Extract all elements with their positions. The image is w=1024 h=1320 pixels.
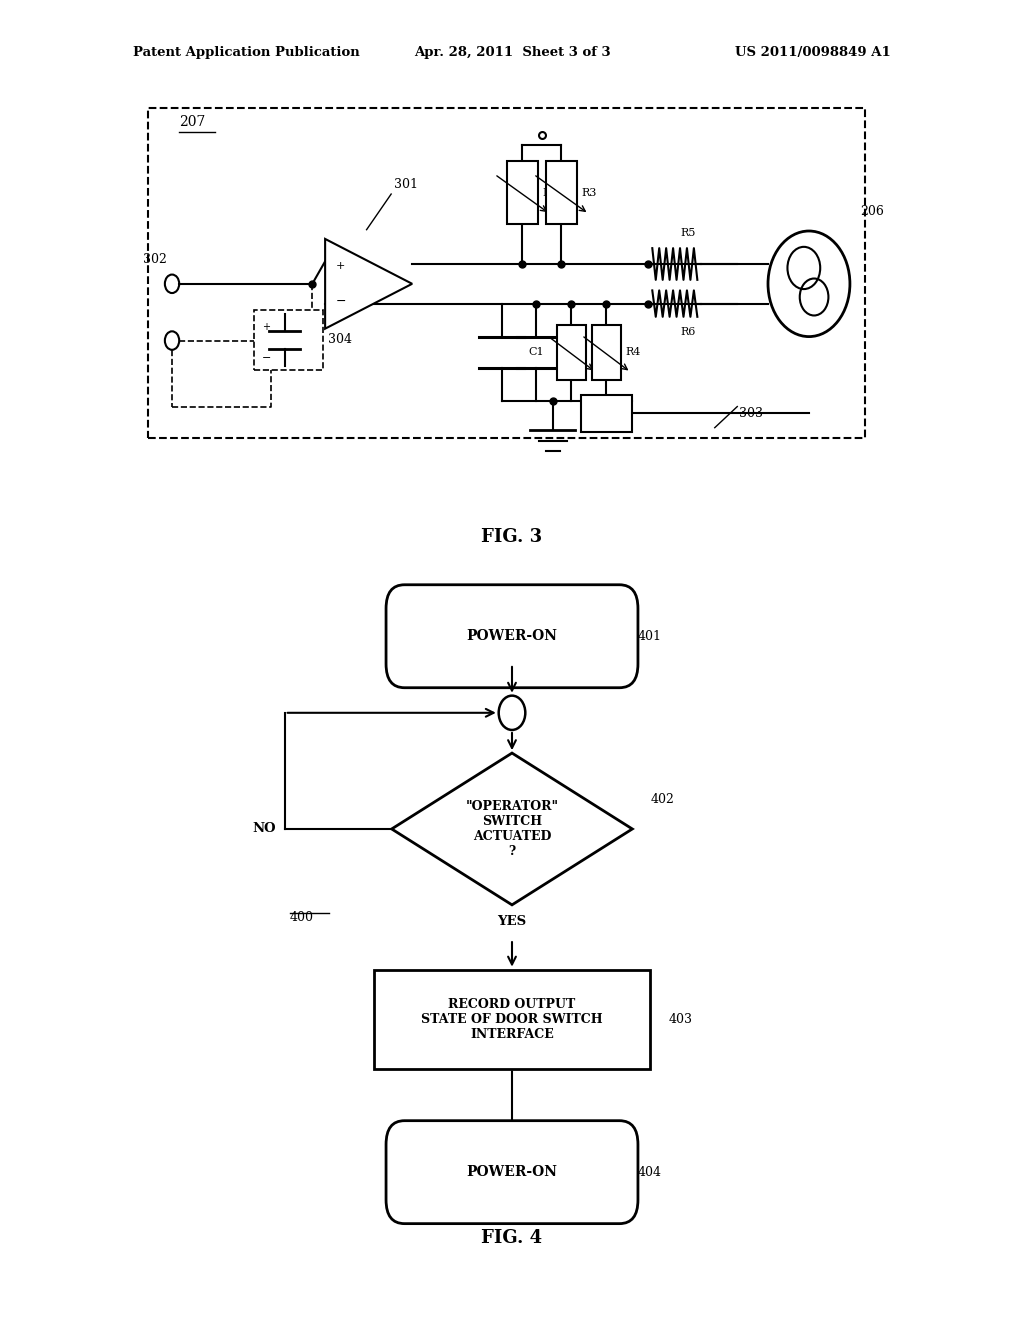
FancyBboxPatch shape xyxy=(386,1121,638,1224)
Text: C1: C1 xyxy=(528,347,544,358)
Text: RECORD OUTPUT
STATE OF DOOR SWITCH
INTERFACE: RECORD OUTPUT STATE OF DOOR SWITCH INTER… xyxy=(421,998,603,1040)
Text: R4: R4 xyxy=(626,347,641,358)
Polygon shape xyxy=(391,752,632,906)
Text: +: + xyxy=(336,261,345,271)
FancyBboxPatch shape xyxy=(546,161,577,224)
Text: Patent Application Publication: Patent Application Publication xyxy=(133,46,359,59)
Text: R2: R2 xyxy=(591,347,606,358)
Bar xyxy=(374,969,650,1069)
Text: 207: 207 xyxy=(179,115,206,129)
Text: NO: NO xyxy=(253,822,276,836)
Text: 401: 401 xyxy=(638,630,662,643)
Text: 402: 402 xyxy=(651,793,675,807)
FancyBboxPatch shape xyxy=(254,310,323,370)
Text: 404: 404 xyxy=(638,1166,662,1179)
Text: 206: 206 xyxy=(860,205,884,218)
Text: −: − xyxy=(262,354,271,363)
Polygon shape xyxy=(326,239,412,329)
Text: +: + xyxy=(262,322,270,331)
Text: R5: R5 xyxy=(680,227,695,238)
Text: 403: 403 xyxy=(669,1012,692,1026)
FancyBboxPatch shape xyxy=(507,161,538,224)
Text: 304: 304 xyxy=(328,334,351,346)
Text: R1: R1 xyxy=(543,187,558,198)
Text: 302: 302 xyxy=(143,253,167,267)
Text: R6: R6 xyxy=(680,327,695,338)
Text: C2: C2 xyxy=(558,347,573,358)
Text: FIG. 4: FIG. 4 xyxy=(481,1229,543,1247)
Text: 400: 400 xyxy=(290,911,313,924)
Text: YES: YES xyxy=(498,916,526,928)
Text: 303: 303 xyxy=(739,407,763,420)
Text: 301: 301 xyxy=(394,178,418,191)
Text: US 2011/0098849 A1: US 2011/0098849 A1 xyxy=(735,46,891,59)
FancyBboxPatch shape xyxy=(386,585,638,688)
Text: −: − xyxy=(336,296,346,309)
Text: FIG. 3: FIG. 3 xyxy=(481,528,543,546)
Text: Apr. 28, 2011  Sheet 3 of 3: Apr. 28, 2011 Sheet 3 of 3 xyxy=(414,46,610,59)
Text: POWER-ON: POWER-ON xyxy=(467,630,557,643)
Text: POWER-ON: POWER-ON xyxy=(467,1166,557,1179)
Text: "OPERATOR"
SWITCH
ACTUATED
?: "OPERATOR" SWITCH ACTUATED ? xyxy=(466,800,558,858)
FancyBboxPatch shape xyxy=(557,325,586,380)
Text: R3: R3 xyxy=(582,187,597,198)
FancyBboxPatch shape xyxy=(592,325,621,380)
FancyBboxPatch shape xyxy=(581,395,632,432)
